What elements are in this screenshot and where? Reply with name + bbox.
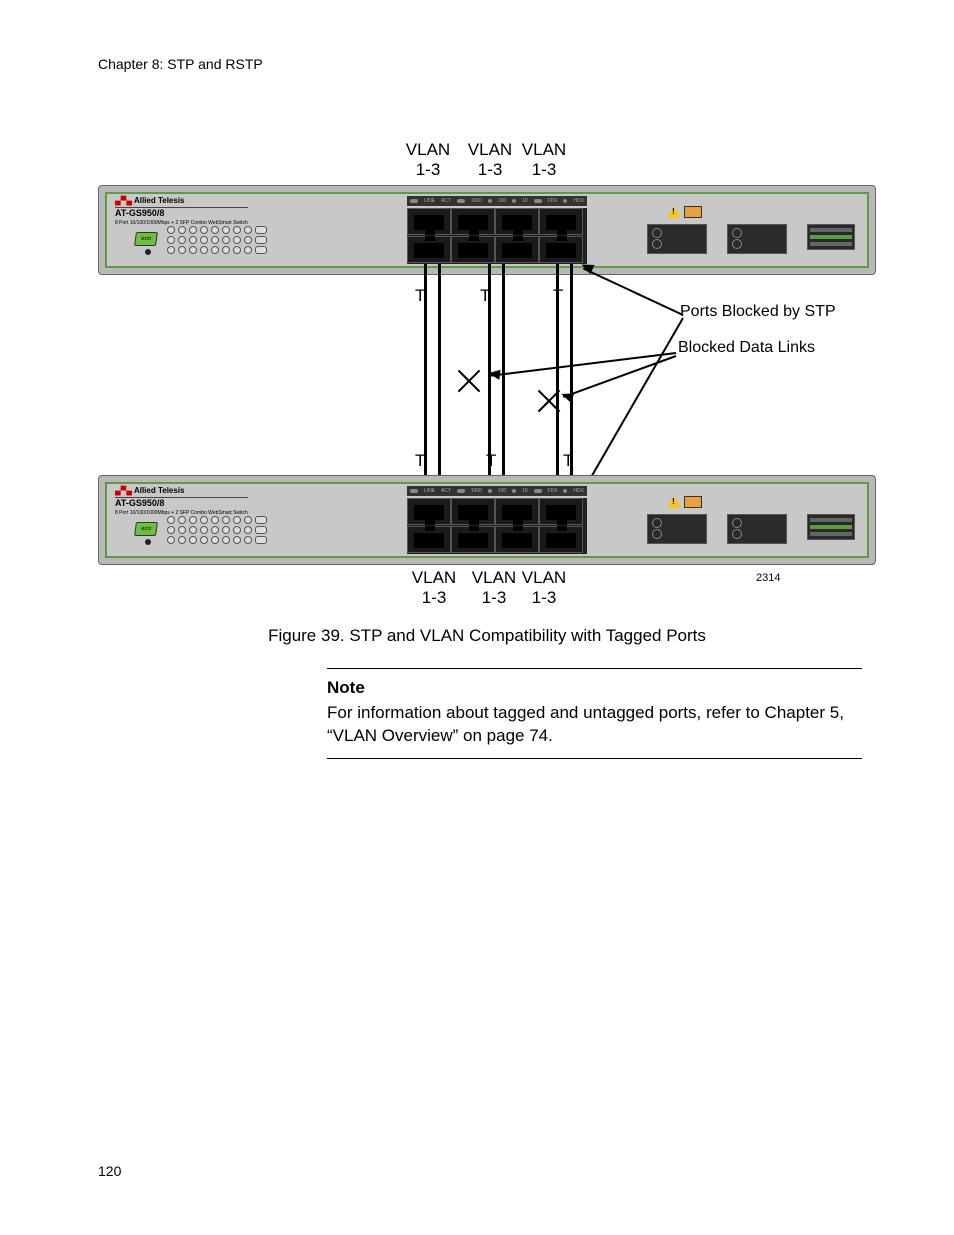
blocked-x-icon xyxy=(536,388,562,414)
led-grid xyxy=(167,226,297,256)
arrow-line xyxy=(563,355,676,398)
data-link xyxy=(502,264,505,490)
tagged-label-bottom-2: T xyxy=(486,451,496,471)
sfp-slot-2 xyxy=(727,224,787,254)
indicator-bar: LINEACT100010010FDXHDX xyxy=(407,486,587,496)
arrow-line xyxy=(585,318,684,488)
stp-vlan-diagram: VLAN1-3 VLAN1-3 VLAN1-3 ▄▀▄ Allied Teles… xyxy=(98,140,876,610)
warning-sticker-icon xyxy=(667,496,702,508)
figure-id: 2314 xyxy=(756,572,780,584)
note-body: For information about tagged and untagge… xyxy=(327,702,862,759)
tagged-label-bottom-1: T xyxy=(415,451,425,471)
vlan-label-top-3: VLAN1-3 xyxy=(516,140,572,179)
vlan-label-bottom-1: VLAN1-3 xyxy=(406,568,462,607)
note-block: Note For information about tagged and un… xyxy=(327,668,862,759)
power-led-icon xyxy=(145,539,151,545)
vlan-label-bottom-3: VLAN1-3 xyxy=(516,568,572,607)
chapter-header: Chapter 8: STP and RSTP xyxy=(98,56,263,72)
page-number: 120 xyxy=(98,1163,121,1179)
sfp-slot-1 xyxy=(647,514,707,544)
sfp-slot-1 xyxy=(647,224,707,254)
indicator-bar: LINEACT100010010FDXHDX xyxy=(407,196,587,206)
rj45-port-block xyxy=(407,498,587,554)
figure-caption: Figure 39. STP and VLAN Compatibility wi… xyxy=(98,626,876,646)
blocked-x-icon xyxy=(456,368,482,394)
power-led-icon xyxy=(145,249,151,255)
blocked-links-label: Blocked Data Links xyxy=(678,339,815,357)
data-link xyxy=(438,264,441,490)
vlan-label-bottom-2: VLAN1-3 xyxy=(466,568,522,607)
switch-brand: ▄▀▄ Allied Telesis AT-GS950/8 8 Port 10/… xyxy=(115,486,248,517)
side-panel xyxy=(807,224,855,250)
side-panel xyxy=(807,514,855,540)
led-grid xyxy=(167,516,297,546)
vlan-label-top-2: VLAN1-3 xyxy=(462,140,518,179)
sfp-slot-2 xyxy=(727,514,787,544)
eco-badge-icon: eco xyxy=(134,522,158,536)
ports-blocked-label: Ports Blocked by STP xyxy=(680,303,836,321)
eco-badge-icon: eco xyxy=(134,232,158,246)
vlan-label-top-1: VLAN1-3 xyxy=(400,140,456,179)
switch-top: ▄▀▄ Allied Telesis AT-GS950/8 8 Port 10/… xyxy=(98,185,876,275)
tagged-label-bottom-3: T xyxy=(563,451,573,471)
warning-sticker-icon xyxy=(667,206,702,218)
switch-brand: ▄▀▄ Allied Telesis AT-GS950/8 8 Port 10/… xyxy=(115,196,248,227)
note-title: Note xyxy=(327,677,862,700)
data-link xyxy=(556,264,559,490)
rj45-port-block xyxy=(407,208,587,264)
switch-bottom: ▄▀▄ Allied Telesis AT-GS950/8 8 Port 10/… xyxy=(98,475,876,565)
